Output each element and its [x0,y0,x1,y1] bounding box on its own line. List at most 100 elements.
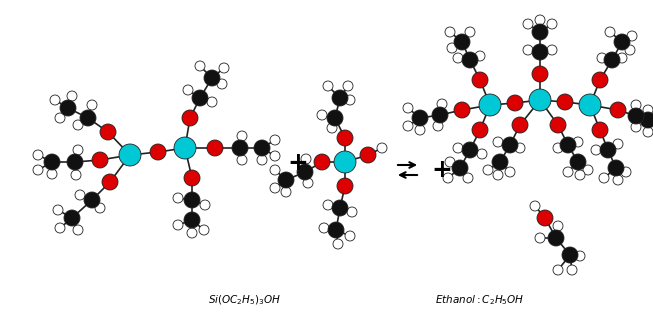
Circle shape [621,167,631,177]
Text: +: + [287,151,308,175]
Circle shape [445,157,455,167]
Circle shape [512,117,528,133]
Circle shape [613,139,623,149]
Circle shape [192,90,208,106]
Circle shape [613,175,623,185]
Circle shape [453,53,463,63]
Circle shape [317,110,327,120]
Circle shape [184,192,200,208]
Circle shape [84,192,100,208]
Circle shape [535,15,545,25]
Circle shape [472,122,488,138]
Circle shape [33,150,43,160]
Circle shape [445,27,455,37]
Circle shape [332,90,348,106]
Circle shape [64,210,80,226]
Circle shape [477,149,487,159]
Text: $Si(OC_2H_5)_3OH$: $Si(OC_2H_5)_3OH$ [208,293,281,307]
Circle shape [55,223,65,233]
Circle shape [432,107,448,123]
Circle shape [195,61,205,71]
Circle shape [532,44,548,60]
Circle shape [592,122,608,138]
Circle shape [44,154,60,170]
Circle shape [53,205,63,215]
Circle shape [403,103,413,113]
Circle shape [452,160,468,176]
Circle shape [547,19,557,29]
Circle shape [47,169,57,179]
Circle shape [579,94,601,116]
Circle shape [71,170,81,180]
Circle shape [403,121,413,131]
Circle shape [643,105,653,115]
Circle shape [297,164,313,180]
Circle shape [184,212,200,228]
Circle shape [281,187,291,197]
Circle shape [575,251,585,261]
Circle shape [33,165,43,175]
Circle shape [184,170,200,186]
Circle shape [553,265,563,275]
Circle shape [219,63,229,73]
Circle shape [334,151,356,173]
Circle shape [465,27,475,37]
Circle shape [327,110,343,126]
Circle shape [447,43,457,53]
Circle shape [150,144,166,160]
Circle shape [73,145,83,155]
Circle shape [80,110,96,126]
Circle shape [562,247,578,263]
Circle shape [333,239,343,249]
Circle shape [102,174,118,190]
Circle shape [314,154,330,170]
Circle shape [257,155,267,165]
Circle shape [454,102,470,118]
Circle shape [575,170,585,180]
Circle shape [591,145,601,155]
Circle shape [174,137,196,159]
Circle shape [583,165,593,175]
Circle shape [328,222,344,238]
Circle shape [604,52,620,68]
Circle shape [479,94,501,116]
Circle shape [182,110,198,126]
Circle shape [301,154,311,164]
Circle shape [73,225,83,235]
Circle shape [415,125,425,135]
Circle shape [535,233,545,243]
Circle shape [437,99,447,109]
Circle shape [573,137,583,147]
Circle shape [523,45,533,55]
Circle shape [183,85,193,95]
Circle shape [173,220,183,230]
Circle shape [640,112,653,128]
Circle shape [345,95,355,105]
Circle shape [643,127,653,137]
Circle shape [200,200,210,210]
Circle shape [270,135,280,145]
Circle shape [625,45,635,55]
Circle shape [199,225,209,235]
Circle shape [237,155,247,165]
Circle shape [207,140,223,156]
Circle shape [60,100,76,116]
Circle shape [507,95,523,111]
Circle shape [599,173,609,183]
Circle shape [337,178,353,194]
Circle shape [493,137,503,147]
Circle shape [530,201,540,211]
Circle shape [532,66,548,82]
Circle shape [492,154,508,170]
Circle shape [553,221,563,231]
Circle shape [472,72,488,88]
Circle shape [232,140,248,156]
Circle shape [443,173,453,183]
Circle shape [550,117,566,133]
Circle shape [557,94,573,110]
Circle shape [454,34,470,50]
Circle shape [319,223,329,233]
Circle shape [493,170,503,180]
Circle shape [627,31,637,41]
Circle shape [605,27,615,37]
